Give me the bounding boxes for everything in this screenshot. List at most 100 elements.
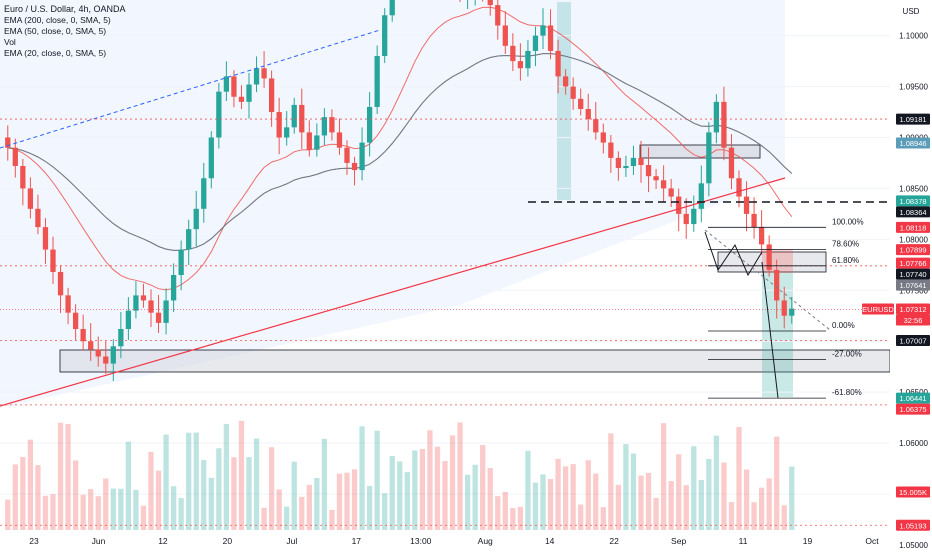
candle-body[interactable] xyxy=(728,147,735,179)
candle-body[interactable] xyxy=(321,117,328,136)
candle-body[interactable] xyxy=(148,300,154,313)
candle-body[interactable] xyxy=(50,249,56,272)
candle-body[interactable] xyxy=(57,271,64,296)
candle-body[interactable] xyxy=(668,188,674,197)
candle-body[interactable] xyxy=(231,76,237,97)
candle-body[interactable] xyxy=(789,308,795,316)
candle-body[interactable] xyxy=(5,137,11,148)
candle-body[interactable] xyxy=(80,328,86,342)
time-axis[interactable] xyxy=(0,532,890,550)
price-tag-box[interactable] xyxy=(896,206,930,218)
candle-body[interactable] xyxy=(253,68,260,85)
candle-body[interactable] xyxy=(751,213,757,228)
candle-body[interactable] xyxy=(781,300,787,316)
price-tag-box[interactable] xyxy=(896,221,930,233)
candle-body[interactable] xyxy=(630,157,637,167)
candle-body[interactable] xyxy=(623,166,629,169)
candle-body[interactable] xyxy=(193,208,199,230)
indicator-ema200[interactable]: EMA (200, close, 0, SMA, 5) xyxy=(4,15,111,25)
candle-body[interactable] xyxy=(517,61,524,69)
trendline-support[interactable] xyxy=(0,177,786,407)
candle-body[interactable] xyxy=(758,227,765,245)
trendline-channel[interactable] xyxy=(0,29,381,149)
candle-body[interactable] xyxy=(525,50,531,69)
candle-body[interactable] xyxy=(95,349,101,357)
candle-body[interactable] xyxy=(698,183,704,209)
candle-body[interactable] xyxy=(532,35,539,51)
candle-body[interactable] xyxy=(170,275,177,301)
candle-body[interactable] xyxy=(562,76,569,87)
indicator-ema20[interactable]: EMA (20, close, 0, SMA, 5) xyxy=(4,48,107,58)
candle-body[interactable] xyxy=(314,135,320,150)
candle-body[interactable] xyxy=(35,208,41,228)
candle-body[interactable] xyxy=(223,76,230,92)
candle-body[interactable] xyxy=(382,15,388,57)
candle-body[interactable] xyxy=(578,98,584,109)
candle-body[interactable] xyxy=(186,229,192,250)
price-tag-box[interactable] xyxy=(862,303,894,315)
candle-body[interactable] xyxy=(389,0,395,16)
candle-body[interactable] xyxy=(600,132,606,143)
candle-body[interactable] xyxy=(42,227,49,250)
candle-body[interactable] xyxy=(645,165,652,177)
indicator-vol[interactable]: Vol xyxy=(4,37,16,47)
price-tag-box[interactable] xyxy=(896,303,930,315)
price-tag-box[interactable] xyxy=(896,257,930,269)
candle-body[interactable] xyxy=(261,68,267,79)
candle-body[interactable] xyxy=(268,78,275,113)
projection-zigzag[interactable] xyxy=(704,231,763,277)
candle-body[interactable] xyxy=(299,104,305,133)
candle-body[interactable] xyxy=(140,295,147,301)
candle-body[interactable] xyxy=(374,56,380,107)
candle-body[interactable] xyxy=(495,5,501,26)
price-tag-box[interactable] xyxy=(896,113,930,125)
price-tag-box[interactable] xyxy=(896,268,930,280)
candle-body[interactable] xyxy=(676,196,682,214)
candle-body[interactable] xyxy=(359,142,365,171)
candle-body[interactable] xyxy=(706,132,712,184)
candle-body[interactable] xyxy=(12,147,18,167)
candle-body[interactable] xyxy=(366,106,373,143)
candle-body[interactable] xyxy=(570,86,576,99)
candle-body[interactable] xyxy=(547,25,554,51)
price-tag-box[interactable] xyxy=(896,334,930,346)
candle-body[interactable] xyxy=(276,112,282,138)
price-tag-box[interactable] xyxy=(896,137,930,149)
candle-body[interactable] xyxy=(351,162,358,171)
candle-body[interactable] xyxy=(284,127,290,138)
candle-body[interactable] xyxy=(743,196,750,214)
candle-body[interactable] xyxy=(20,166,26,189)
candle-body[interactable] xyxy=(653,176,659,181)
candle-body[interactable] xyxy=(291,104,297,128)
candle-body[interactable] xyxy=(329,117,335,133)
candle-body[interactable] xyxy=(118,328,124,347)
candle-body[interactable] xyxy=(585,108,591,120)
candle-body[interactable] xyxy=(72,312,79,329)
price-tag-box[interactable] xyxy=(896,486,930,498)
candle-body[interactable] xyxy=(540,25,546,36)
price-tag-box[interactable] xyxy=(896,279,930,291)
candle-body[interactable] xyxy=(502,25,508,46)
candle-body[interactable] xyxy=(178,249,184,275)
price-tag-box[interactable] xyxy=(896,403,930,415)
candle-body[interactable] xyxy=(103,356,109,364)
price-tag-box[interactable] xyxy=(896,195,930,207)
price-tag-box[interactable] xyxy=(896,392,930,404)
candle-body[interactable] xyxy=(133,295,139,311)
candle-body[interactable] xyxy=(593,119,599,133)
candle-body[interactable] xyxy=(344,147,350,163)
candle-body[interactable] xyxy=(155,312,162,323)
candle-body[interactable] xyxy=(201,178,207,209)
candle-body[interactable] xyxy=(736,178,742,197)
candle-body[interactable] xyxy=(125,310,132,329)
candle-body[interactable] xyxy=(238,96,245,102)
candle-body[interactable] xyxy=(638,157,644,165)
candle-body[interactable] xyxy=(774,269,780,301)
candle-body[interactable] xyxy=(766,244,772,270)
candle-body[interactable] xyxy=(336,132,343,148)
candle-body[interactable] xyxy=(163,300,169,323)
candle-body[interactable] xyxy=(65,295,71,313)
candle-body[interactable] xyxy=(110,346,116,364)
